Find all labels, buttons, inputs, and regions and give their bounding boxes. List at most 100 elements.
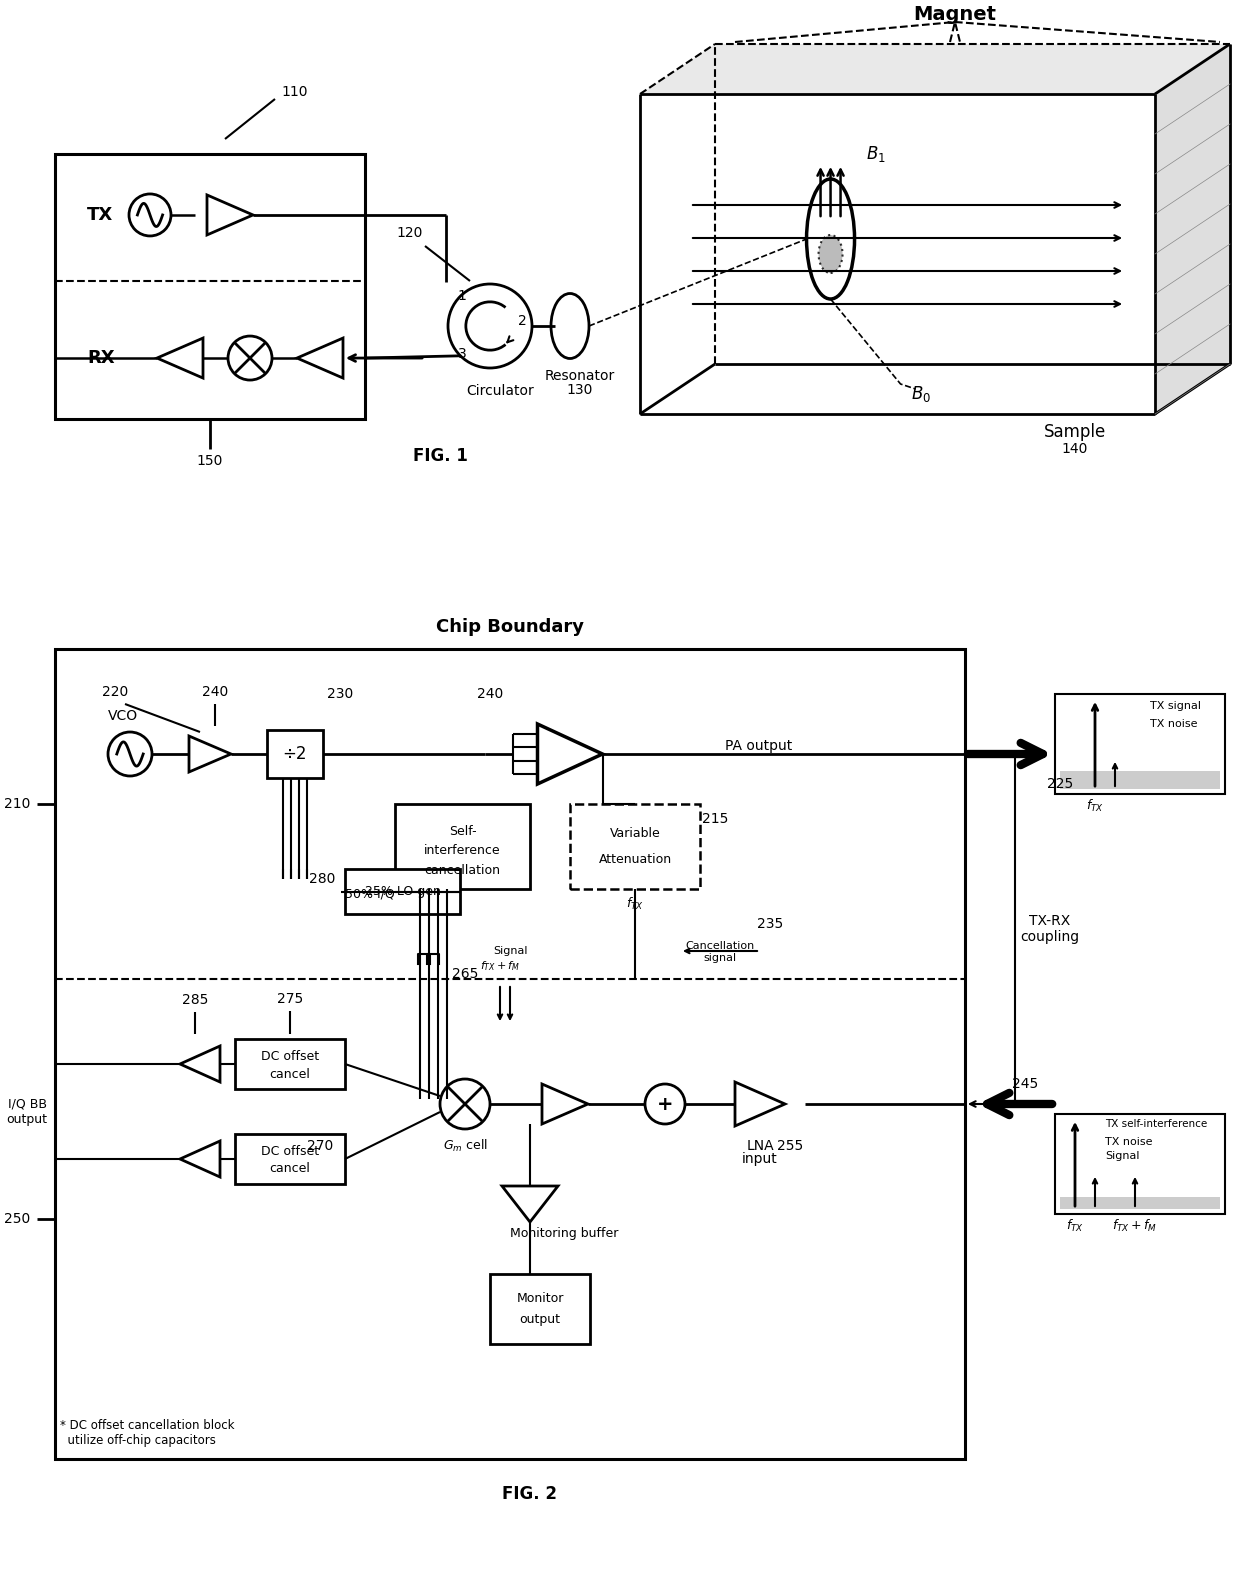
Text: 240: 240 xyxy=(477,686,503,700)
Bar xyxy=(55,648,965,1459)
Text: 3: 3 xyxy=(458,346,466,360)
Text: FIG. 1: FIG. 1 xyxy=(413,447,467,464)
Text: $f_{TX}$: $f_{TX}$ xyxy=(626,896,644,911)
Text: Self-: Self- xyxy=(449,825,476,837)
Text: $f_{TX}+f_M$: $f_{TX}+f_M$ xyxy=(480,959,521,973)
Circle shape xyxy=(129,194,171,236)
Text: 250: 250 xyxy=(4,1212,30,1226)
Ellipse shape xyxy=(818,235,842,272)
Text: Circulator: Circulator xyxy=(466,384,534,398)
Text: 240: 240 xyxy=(202,685,228,699)
Bar xyxy=(570,804,701,889)
Text: $B_1$: $B_1$ xyxy=(866,143,885,164)
Text: 110: 110 xyxy=(281,85,309,99)
Bar xyxy=(345,869,460,914)
Text: interference: interference xyxy=(424,844,501,858)
Polygon shape xyxy=(502,1185,558,1221)
Text: cancel: cancel xyxy=(269,1163,310,1176)
Text: ÷2: ÷2 xyxy=(283,745,308,763)
Text: 280: 280 xyxy=(309,872,335,886)
Text: Attenuation: Attenuation xyxy=(599,853,672,866)
Text: LNA: LNA xyxy=(746,1140,774,1154)
Text: input: input xyxy=(742,1152,777,1166)
Text: $f_{TX}$: $f_{TX}$ xyxy=(1066,1218,1084,1234)
Polygon shape xyxy=(640,44,1230,94)
Text: Variable: Variable xyxy=(610,828,661,841)
Bar xyxy=(1060,771,1220,789)
Bar xyxy=(236,1039,345,1089)
Text: cancel: cancel xyxy=(269,1067,310,1080)
Text: 275: 275 xyxy=(277,992,303,1006)
Bar xyxy=(55,154,365,419)
Text: 285: 285 xyxy=(182,993,208,1007)
Bar xyxy=(1055,694,1225,793)
Text: TX noise: TX noise xyxy=(1149,719,1198,729)
Text: 1: 1 xyxy=(458,290,466,304)
Bar xyxy=(1060,1196,1220,1209)
Bar xyxy=(236,1133,345,1184)
Text: Resonator: Resonator xyxy=(544,368,615,382)
Bar xyxy=(267,730,322,778)
Text: Monitoring buffer: Monitoring buffer xyxy=(510,1228,619,1240)
Text: VCO: VCO xyxy=(108,708,138,722)
Text: 265: 265 xyxy=(451,966,479,981)
Polygon shape xyxy=(537,724,603,784)
Polygon shape xyxy=(542,1084,588,1124)
Text: Signal: Signal xyxy=(492,946,527,955)
Text: 210: 210 xyxy=(4,796,30,811)
Text: 25% LO gen: 25% LO gen xyxy=(365,885,440,899)
Polygon shape xyxy=(735,1081,785,1125)
Text: I/Q BB
output: I/Q BB output xyxy=(6,1097,47,1125)
Text: cancellation: cancellation xyxy=(424,864,501,877)
Text: 150: 150 xyxy=(197,453,223,467)
Bar xyxy=(1055,1114,1225,1214)
Text: $f_{TX}$: $f_{TX}$ xyxy=(1086,798,1104,814)
Text: TX-RX
coupling: TX-RX coupling xyxy=(1021,914,1080,944)
Circle shape xyxy=(440,1080,490,1129)
Text: output: output xyxy=(520,1313,560,1325)
Text: 130: 130 xyxy=(567,382,593,397)
Text: TX signal: TX signal xyxy=(1149,700,1202,711)
Polygon shape xyxy=(298,338,343,378)
Circle shape xyxy=(108,732,153,776)
Text: DC offset: DC offset xyxy=(260,1144,319,1158)
Text: +: + xyxy=(657,1094,673,1113)
Text: 255: 255 xyxy=(777,1140,804,1154)
Text: 235: 235 xyxy=(756,918,784,930)
Text: 225: 225 xyxy=(1047,778,1073,792)
Bar xyxy=(396,804,529,889)
Text: * DC offset cancellation block
  utilize off-chip capacitors: * DC offset cancellation block utilize o… xyxy=(60,1420,234,1447)
Text: $G_m$ cell: $G_m$ cell xyxy=(443,1138,487,1154)
Polygon shape xyxy=(157,338,203,378)
Text: TX: TX xyxy=(87,206,113,224)
Text: 220: 220 xyxy=(102,685,128,699)
Text: Monitor: Monitor xyxy=(516,1292,564,1305)
Circle shape xyxy=(645,1084,684,1124)
Text: 245: 245 xyxy=(1012,1077,1038,1091)
Text: Signal: Signal xyxy=(1105,1151,1140,1162)
Text: 270: 270 xyxy=(306,1140,334,1154)
Text: TX noise: TX noise xyxy=(1105,1136,1152,1147)
Text: 120: 120 xyxy=(397,227,423,239)
Polygon shape xyxy=(207,195,253,235)
Text: PA output: PA output xyxy=(725,740,792,752)
Text: signal: signal xyxy=(703,952,737,963)
Text: $B_0$: $B_0$ xyxy=(910,384,930,405)
Text: DC offset: DC offset xyxy=(260,1050,319,1062)
Bar xyxy=(490,1273,590,1344)
Text: 2: 2 xyxy=(517,313,526,327)
Text: Cancellation: Cancellation xyxy=(686,941,755,951)
Polygon shape xyxy=(1154,44,1230,414)
Text: Chip Boundary: Chip Boundary xyxy=(436,619,584,636)
Text: 50% I/Q: 50% I/Q xyxy=(345,888,394,900)
Text: 215: 215 xyxy=(702,812,728,826)
Text: 230: 230 xyxy=(327,686,353,700)
Circle shape xyxy=(448,283,532,368)
Polygon shape xyxy=(180,1141,219,1177)
Text: Sample: Sample xyxy=(1044,423,1106,441)
Text: RX: RX xyxy=(87,349,114,367)
Text: FIG. 2: FIG. 2 xyxy=(502,1484,558,1503)
Text: 140: 140 xyxy=(1061,442,1089,456)
Text: TX self-interference: TX self-interference xyxy=(1105,1119,1208,1129)
Polygon shape xyxy=(180,1047,219,1081)
